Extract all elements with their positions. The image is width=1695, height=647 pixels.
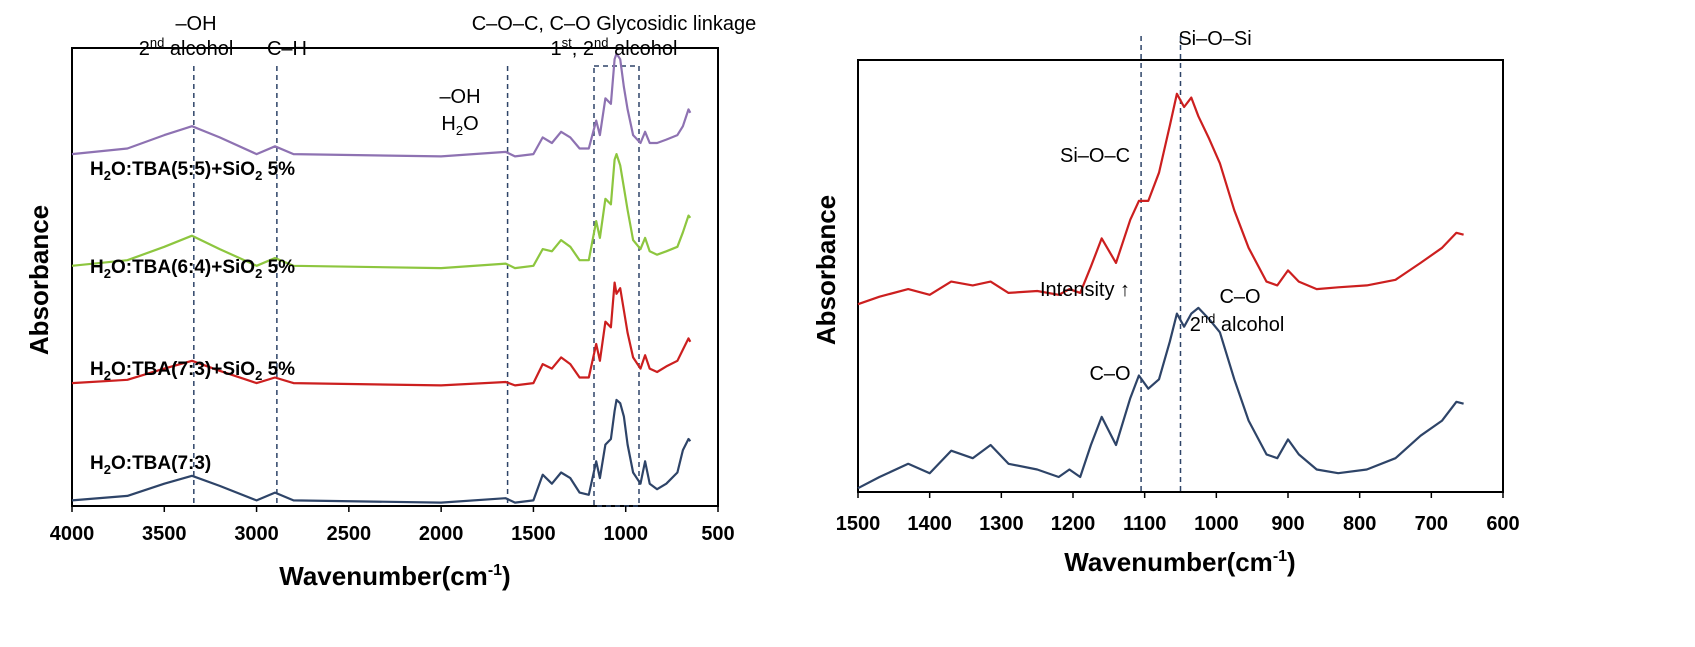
right-x-tick-label: 900 — [1271, 513, 1304, 535]
right-x-tick-label: 1000 — [1194, 513, 1239, 535]
right-x-tick-label: 700 — [1415, 513, 1448, 535]
left-ann-oh-line1: –OH — [175, 13, 216, 35]
left-y-axis-title: Absorbance — [24, 205, 54, 355]
right-y-axis-title: Absorbance — [811, 195, 841, 345]
right-ann-intensity: Intensity ↑ — [1040, 279, 1130, 301]
left-reference-lines — [193, 66, 509, 506]
right-x-tick-label: 1400 — [907, 513, 952, 535]
left-x-tick-label: 500 — [701, 523, 734, 545]
right-x-tick-label: 600 — [1486, 513, 1519, 535]
right-series-line-0 — [857, 306, 1464, 490]
left-x-tick-label: 4000 — [50, 523, 95, 545]
right-chart: 1500 1400 1300 1200 1100 1000 900 800 700 600 Si–… — [811, 28, 1520, 577]
left-series-group — [71, 52, 692, 504]
left-x-tick-label: 3000 — [234, 523, 279, 545]
right-x-tick-label: 1300 — [979, 513, 1024, 535]
left-label-6-4: H2O:TBA(6:4)+SiO2 5% — [90, 257, 295, 281]
right-ann-co-right: C–O — [1219, 286, 1260, 308]
left-ann-ch: C–H — [267, 38, 307, 60]
left-series-line-0 — [71, 398, 692, 504]
right-ann-si-o-c: Si–O–C — [1060, 145, 1130, 167]
left-glycosidic-region-box — [593, 65, 640, 507]
right-x-tick-label: 1500 — [836, 513, 881, 535]
left-x-axis-title: Wavenumber(cm-1) — [279, 561, 510, 591]
right-x-axis-title: Wavenumber(cm-1) — [1064, 547, 1295, 577]
right-series-line-1 — [857, 92, 1464, 306]
left-x-tick-label: 1000 — [603, 523, 648, 545]
left-series-line-1 — [71, 281, 692, 387]
left-x-ticks: 4000 3500 3000 2500 2000 1500 1000 500 — [50, 506, 735, 545]
left-ann-glyco-line2: 1st, 2nd alcohol — [551, 35, 678, 60]
left-series-line-3 — [71, 52, 692, 158]
right-series-group — [857, 92, 1464, 490]
left-label-7-3-sio2: H2O:TBA(7:3)+SiO2 5% — [90, 359, 295, 383]
left-series-line-2 — [71, 153, 692, 270]
right-x-tick-label: 1100 — [1123, 513, 1166, 535]
left-x-tick-label: 2000 — [419, 523, 464, 545]
left-chart: 4000 3500 3000 2500 2000 1500 1000 500 H2O:TBA(… — [24, 13, 756, 591]
left-plot-frame — [71, 47, 719, 507]
left-x-tick-label: 2500 — [327, 523, 372, 545]
right-x-tick-label: 1200 — [1051, 513, 1096, 535]
left-ann-water-line2: H2O — [441, 113, 478, 138]
left-x-tick-label: 3500 — [142, 523, 187, 545]
left-ann-water-line1: –OH — [439, 86, 480, 108]
right-ann-si-o-si: Si–O–Si — [1178, 28, 1251, 50]
left-ann-oh-line2: 2nd alcohol — [139, 35, 234, 60]
right-reference-lines — [1140, 36, 1182, 492]
left-x-tick-label: 1500 — [511, 523, 556, 545]
left-label-7-3: H2O:TBA(7:3) — [90, 453, 211, 477]
right-ann-co-left: C–O — [1089, 363, 1130, 385]
right-x-ticks: 1500 1400 1300 1200 1100 1000 900 800 700 600 — [836, 492, 1520, 535]
left-label-5-5: H2O:TBA(5:5)+SiO2 5% — [90, 159, 295, 183]
right-ann-2nd-alcohol: 2nd alcohol — [1190, 311, 1285, 336]
right-plot-frame — [857, 59, 1504, 493]
right-x-tick-label: 800 — [1343, 513, 1376, 535]
left-ann-glyco-line1: C–O–C, C–O Glycosidic linkage — [472, 13, 757, 35]
